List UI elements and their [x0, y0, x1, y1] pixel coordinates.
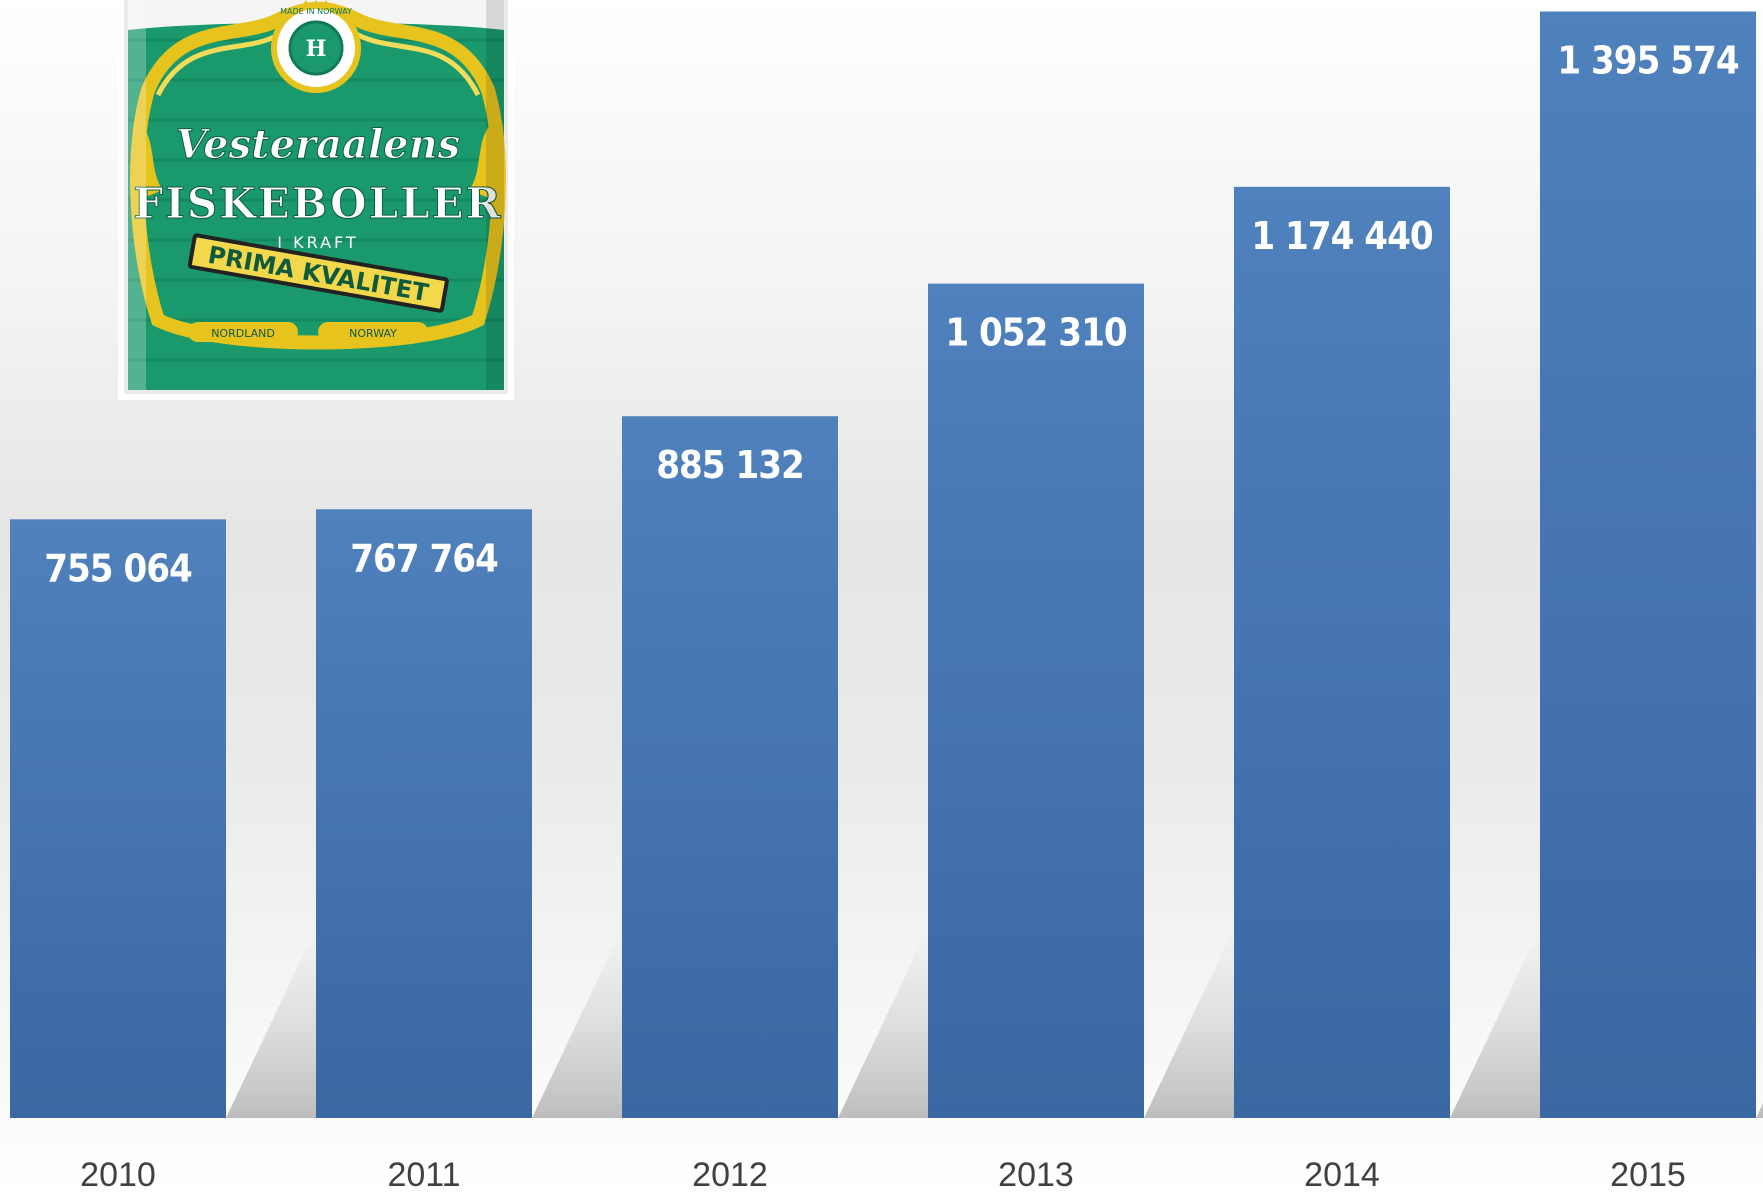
- bar-shadow: [532, 928, 622, 1118]
- svg-text:NORDLAND: NORDLAND: [211, 327, 275, 340]
- bar-shadow: [226, 928, 316, 1118]
- x-tick-label-2013: 2013: [998, 1156, 1074, 1193]
- svg-text:I KRAFT: I KRAFT: [277, 233, 358, 252]
- bar-shadow: [1450, 928, 1540, 1118]
- value-label-2011: 767 764: [350, 536, 498, 580]
- x-tick-label-2011: 2011: [387, 1156, 460, 1193]
- bar-2012: [622, 416, 838, 1118]
- svg-text:Vesteraalens: Vesteraalens: [176, 121, 460, 168]
- x-tick-label-2014: 2014: [1304, 1156, 1380, 1193]
- value-label-2012: 885 132: [656, 443, 804, 487]
- bars-group: [10, 11, 1756, 1119]
- bar-2015: [1540, 11, 1756, 1119]
- value-label-2013: 1 052 310: [945, 311, 1127, 355]
- svg-text:FISKEBOLLER: FISKEBOLLER: [133, 179, 502, 228]
- bar-2013: [928, 283, 1144, 1119]
- x-tick-label-2012: 2012: [692, 1156, 768, 1193]
- svg-text:NORWAY: NORWAY: [349, 327, 397, 340]
- bar-2014: [1234, 186, 1450, 1118]
- svg-text:MADE IN NORWAY: MADE IN NORWAY: [280, 7, 352, 16]
- bar-shadows: [226, 928, 1763, 1118]
- bar-shadow: [1756, 1103, 1763, 1118]
- x-tick-label-2010: 2010: [80, 1156, 156, 1193]
- x-tick-label-2015: 2015: [1610, 1156, 1686, 1193]
- value-label-2014: 1 174 440: [1251, 214, 1433, 258]
- value-label-2015: 1 395 574: [1557, 39, 1739, 83]
- svg-text:H: H: [306, 36, 327, 62]
- bar-shadow: [838, 928, 928, 1118]
- value-labels-group: 755 064 767 764 885 132 1 052 310 1 174 440 1…: [44, 39, 1740, 591]
- bar-shadow: [1144, 928, 1234, 1118]
- bar-2010: [10, 519, 226, 1118]
- value-label-2010: 755 064: [44, 546, 192, 590]
- bar-2011: [316, 509, 532, 1118]
- x-tick-labels-group: 2010 2011 2012 2013 2014 2015: [80, 1156, 1686, 1193]
- fiskeboller-can-image: H MADE IN NORWAY Vesteraalens FISKEBOLLE…: [118, 0, 514, 400]
